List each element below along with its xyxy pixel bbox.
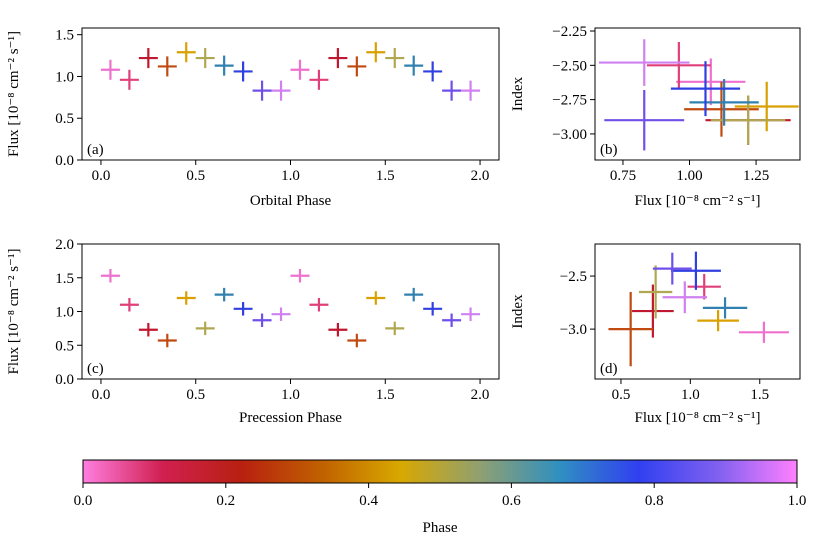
y-axis-label: Flux [10⁻⁸ cm⁻² s⁻¹] <box>6 31 22 157</box>
x-tick-label: 1.5 <box>750 387 769 403</box>
x-axis-label: Orbital Phase <box>250 193 332 209</box>
y-tick-label: 1.0 <box>55 305 74 321</box>
x-tick-label: 1.0 <box>281 387 300 403</box>
x-tick-label: 1.25 <box>743 168 769 184</box>
x-tick-label: 0.0 <box>92 387 111 403</box>
y-axis-label: Index <box>510 76 526 111</box>
y-tick-label: 0.0 <box>55 372 74 388</box>
x-tick-label: 0.4 <box>359 493 378 509</box>
panel-label: (d) <box>600 361 618 377</box>
axes-frame <box>81 27 500 161</box>
y-tick-label: −2.25 <box>552 24 587 40</box>
x-tick-label: 1.0 <box>681 387 700 403</box>
x-tick-label: 1.5 <box>376 168 395 184</box>
y-tick-label: −2.5 <box>560 269 587 285</box>
panel-label: (c) <box>87 361 104 377</box>
axes-frame <box>594 243 801 380</box>
y-tick-label: −3.00 <box>552 127 587 143</box>
y-tick-label: −3.0 <box>560 322 587 338</box>
x-tick-label: 0.0 <box>74 493 93 509</box>
y-axis-label: Index <box>510 294 526 329</box>
axes-frame <box>81 243 500 380</box>
panel-label: (a) <box>87 142 104 158</box>
x-tick-label: 2.0 <box>471 168 490 184</box>
y-tick-label: 0.5 <box>55 338 74 354</box>
x-tick-label: 0.75 <box>610 168 636 184</box>
x-tick-label: 1.00 <box>676 168 702 184</box>
x-tick-label: 2.0 <box>471 387 490 403</box>
y-tick-label: 1.5 <box>55 28 74 44</box>
x-tick-label: 0.8 <box>645 493 664 509</box>
panel-label: (b) <box>600 142 618 158</box>
x-axis-label: Flux [10⁻⁸ cm⁻² s⁻¹] <box>635 193 761 209</box>
x-tick-label: 1.0 <box>788 493 807 509</box>
x-tick-label: 1.5 <box>376 387 395 403</box>
x-tick-label: 0.6 <box>502 493 521 509</box>
y-tick-label: 0.5 <box>55 111 74 127</box>
y-tick-label: 1.5 <box>55 271 74 287</box>
y-axis-label: Flux [10⁻⁸ cm⁻² s⁻¹] <box>6 249 22 375</box>
y-tick-label: 1.0 <box>55 69 74 85</box>
x-tick-label: 1.0 <box>281 168 300 184</box>
x-tick-label: 0.5 <box>612 387 631 403</box>
x-tick-label: 0.5 <box>186 168 205 184</box>
x-axis-label: Precession Phase <box>239 410 342 426</box>
y-tick-label: 2.0 <box>55 237 74 253</box>
y-tick-label: −2.50 <box>552 58 587 74</box>
axes-frame <box>594 27 801 161</box>
colorbar-label: Phase <box>423 520 458 536</box>
x-tick-label: 0.0 <box>92 168 111 184</box>
x-axis-label: Flux [10⁻⁸ cm⁻² s⁻¹] <box>635 410 761 426</box>
y-tick-label: −2.75 <box>552 93 587 109</box>
colorbar <box>82 459 798 484</box>
x-tick-label: 0.2 <box>216 493 235 509</box>
y-tick-label: 0.0 <box>55 153 74 169</box>
x-tick-label: 0.5 <box>186 387 205 403</box>
